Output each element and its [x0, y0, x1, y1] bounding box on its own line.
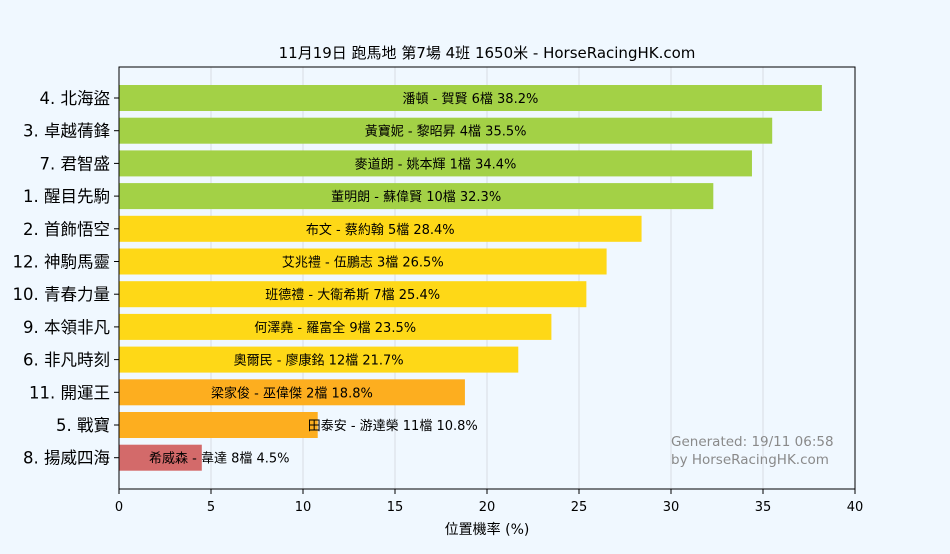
bar: [119, 346, 519, 373]
bar-data-label: 班德禮 - 大衛希斯 7檔 25.4%: [265, 288, 440, 303]
y-tick-label: 11. 開運王: [29, 383, 110, 402]
bar: [119, 444, 202, 471]
x-tick-label: 15: [387, 500, 404, 515]
x-axis-label: 位置機率 (%): [445, 521, 530, 538]
x-tick-label: 30: [663, 500, 680, 515]
y-tick-label: 7. 君智盛: [40, 154, 111, 173]
y-tick-label: 6. 非凡時刻: [23, 351, 110, 370]
bar-data-label: 黃寶妮 - 黎昭昇 4檔 35.5%: [365, 124, 527, 140]
y-tick-label: 1. 醒目先駒: [23, 187, 110, 206]
bar-data-label: 艾兆禮 - 伍鵬志 3檔 26.5%: [282, 256, 444, 271]
y-tick-label: 2. 首飾悟空: [23, 220, 110, 239]
bar: [119, 215, 642, 242]
footnote-site: by HorseRacingHK.com: [671, 452, 829, 468]
bar-data-label: 布文 - 蔡約翰 5檔 28.4%: [306, 223, 455, 238]
bar-data-label: 梁家俊 - 巫偉傑 2檔 18.8%: [211, 385, 373, 401]
y-tick-label: 9. 本領非凡: [23, 318, 110, 337]
footnote-generated: Generated: 19/11 06:58: [671, 434, 834, 450]
y-tick-label: 3. 卓越蒨鋒: [23, 122, 110, 141]
bars: 潘頓 - 賀賢 6檔 38.2% 黃寶妮 - 黎昭昇 4檔 35.5% 麥道朗 - …: [119, 85, 822, 471]
x-tick-label: 5: [207, 500, 215, 515]
x-tick-label: 10: [295, 500, 312, 515]
bar-data-label: 麥道朗 - 姚本輝 1檔 34.4%: [355, 156, 517, 172]
bar-data-label: 潘頓 - 賀賢 6檔 38.2%: [403, 92, 539, 107]
y-tick-label: 10. 青春力量: [13, 285, 111, 304]
y-axis-labels: 4. 北海盜 3. 卓越蒨鋒 7. 君智盛 1. 醒目先駒 2. 首飾悟空 12. 神駒馬…: [13, 89, 119, 468]
y-tick-label: 5. 戰寶: [56, 415, 110, 435]
x-tick-label: 20: [479, 500, 496, 515]
bar: [119, 313, 552, 340]
y-tick-label: 8. 揚威四海: [23, 449, 110, 468]
x-tick-label: 40: [847, 500, 864, 515]
bar: [119, 85, 822, 111]
bar-data-label: 奧爾民 - 廖康銘 12檔 21.7%: [234, 353, 404, 369]
bar: [119, 281, 587, 308]
x-tick-label: 0: [115, 500, 123, 515]
bar-data-label: 何澤堯 - 羅富全 9檔 23.5%: [254, 320, 416, 336]
y-tick-label: 12. 神駒馬靈: [13, 253, 111, 272]
bar: [119, 379, 465, 406]
chart-title: 11月19日 跑馬地 第7場 4班 1650米 - HorseRacingHK.…: [279, 44, 696, 62]
bar-data-label: 田泰安 - 游達榮 11檔 10.8%: [308, 419, 478, 434]
x-tick-label: 35: [755, 500, 772, 515]
bar-data-label: 董明朗 - 蘇偉賢 10檔 32.3%: [331, 190, 501, 205]
bar: [119, 412, 318, 438]
bar: [119, 150, 752, 177]
y-tick-label: 4. 北海盜: [40, 89, 111, 108]
x-axis-ticks: 0 5 10 15 20 25 30 35 40: [115, 489, 863, 515]
bar: [119, 248, 607, 275]
bar: [119, 183, 714, 210]
bar: [119, 117, 773, 144]
x-tick-label: 25: [571, 500, 588, 515]
bar-data-label: 希威森 - 韋達 8檔 4.5%: [149, 452, 290, 467]
